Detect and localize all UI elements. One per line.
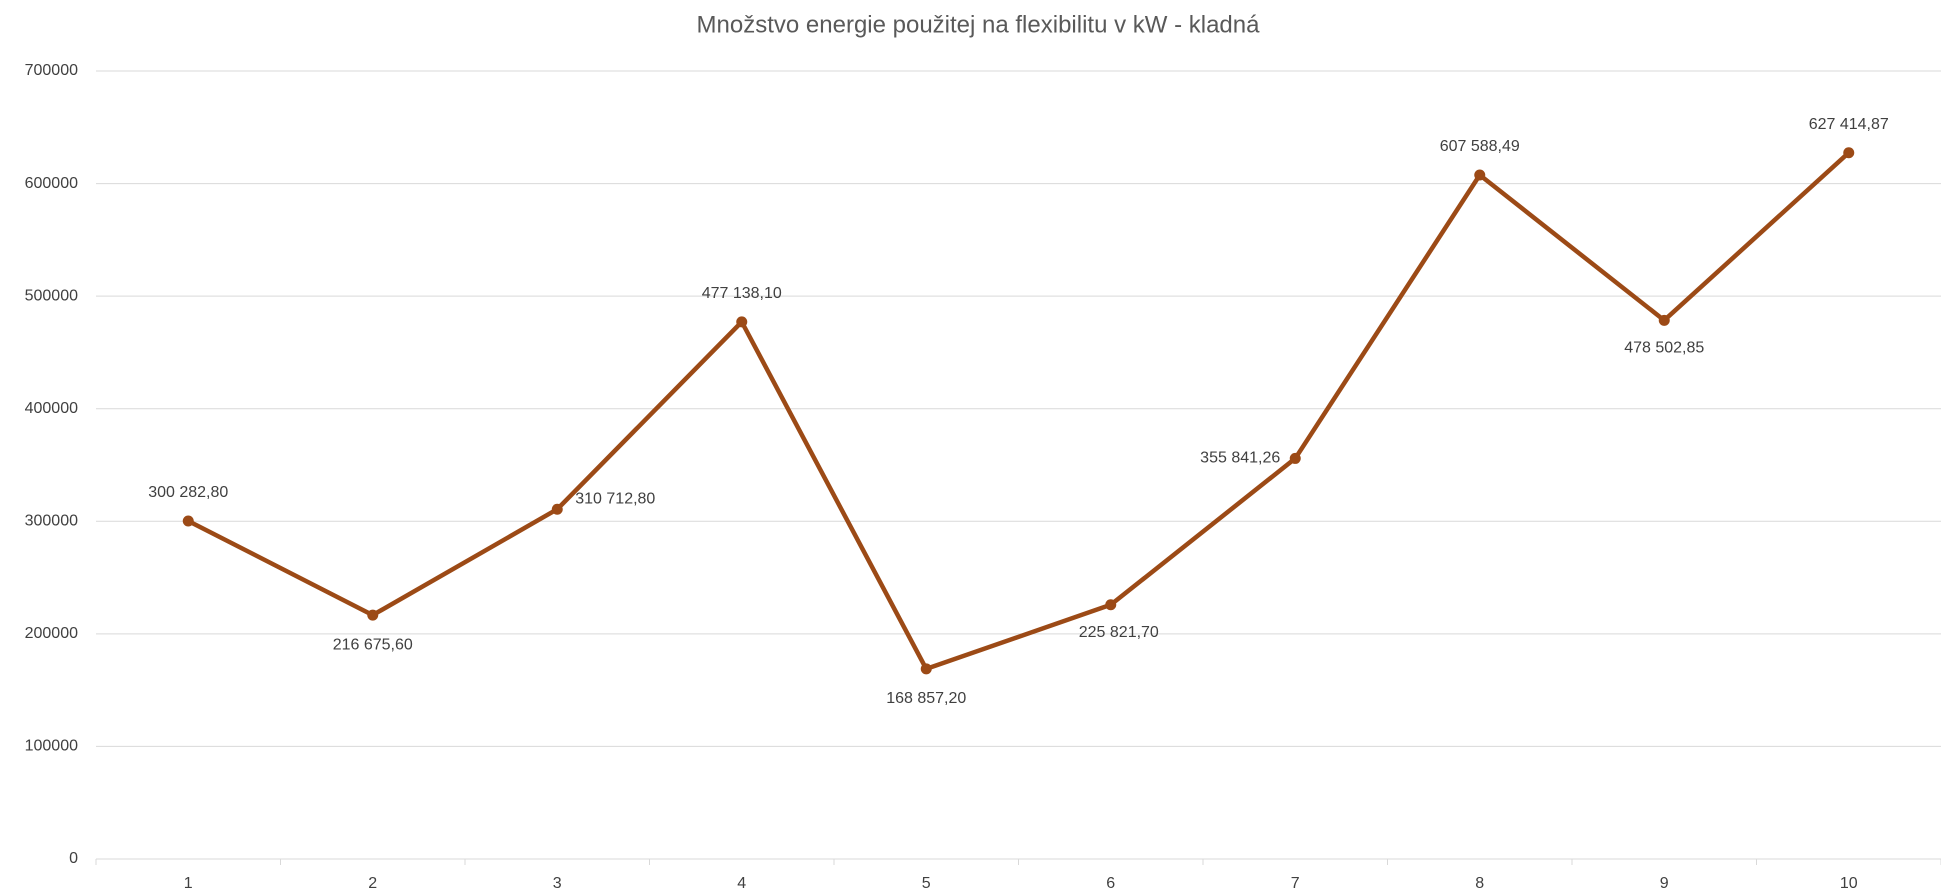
y-tick-label: 300000 [25,513,78,530]
data-label: 627 414,87 [1809,116,1889,133]
x-tick-label: 1 [184,875,193,892]
data-label: 310 712,80 [575,490,655,507]
marker [367,609,379,621]
data-label: 355 841,26 [1200,450,1280,467]
x-tick-label: 8 [1475,875,1484,892]
marker [1658,314,1670,326]
line [187,151,1851,672]
marker [1474,169,1486,181]
x-tick-label: 3 [553,875,562,892]
x-tick-label: 4 [737,875,746,892]
marker [551,503,563,515]
x-tick-label: 5 [922,875,931,892]
y-tick-label: 700000 [25,62,78,79]
data-label: 216 675,60 [333,636,413,653]
data-label: 477 138,10 [702,285,782,302]
marker [1289,452,1301,464]
y-tick-label: 0 [69,850,78,867]
marker [920,663,932,675]
x-tick-label: 10 [1840,875,1858,892]
y-tick-label: 200000 [25,625,78,642]
y-tick-label: 400000 [25,400,78,417]
marker [182,515,194,527]
marker [1105,599,1117,611]
x-tick-label: 6 [1106,875,1115,892]
data-label: 225 821,70 [1079,624,1159,641]
y-tick-label: 600000 [25,175,78,192]
x-tick-label: 9 [1660,875,1669,892]
y-tick-label: 100000 [25,738,78,755]
data-label: 607 588,49 [1440,138,1520,155]
x-tick-label: 7 [1291,875,1300,892]
marker [736,316,748,328]
y-tick-label: 500000 [25,287,78,304]
marker [1843,147,1855,159]
data-label: 300 282,80 [148,484,228,501]
data-label: 478 502,85 [1624,340,1704,357]
data-label: 168 857,20 [886,690,966,707]
chart-title: Množstvo energie použitej na flexibilitu… [697,11,1261,38]
x-tick-label: 2 [368,875,377,892]
